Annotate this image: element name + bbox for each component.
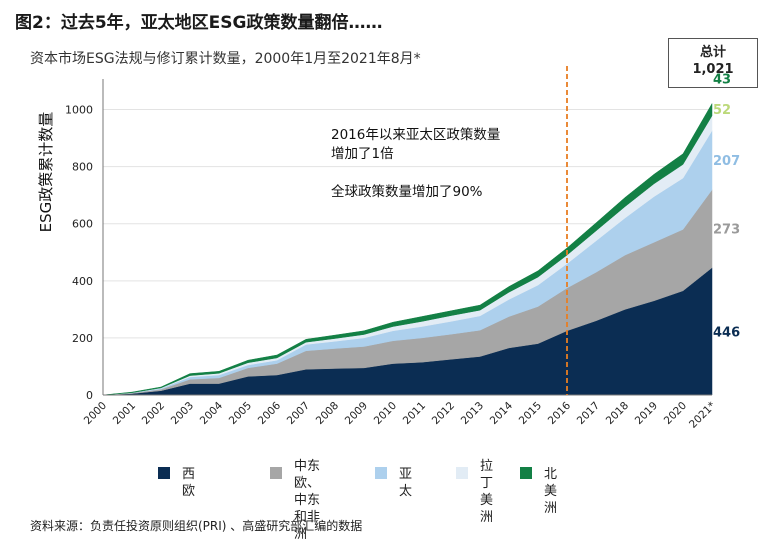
legend-label: 亚太 — [399, 467, 413, 499]
total-value: 1,021 — [692, 62, 734, 77]
end-labels: 446 273 207 52 43 — [713, 73, 740, 341]
legend-label: 中东欧、 中东和非洲 — [294, 459, 321, 542]
total-box: 总计 1,021 — [668, 38, 758, 88]
x-tick-2019: 2019 — [633, 400, 660, 427]
x-tick-2006: 2006 — [256, 399, 284, 427]
x-tick-2020: 2020 — [662, 400, 689, 427]
x-tick-2002: 2002 — [140, 400, 167, 427]
legend-swatch — [270, 467, 282, 479]
legend-label: 拉丁 美洲 — [480, 459, 494, 525]
legend-label: 北美洲 — [544, 467, 558, 516]
x-tick-2014: 2014 — [488, 399, 516, 427]
end-label-3: 52 — [713, 103, 731, 118]
y-tick-1000: 1000 — [65, 104, 93, 117]
x-tick-2015: 2015 — [517, 400, 544, 427]
x-tick-2007: 2007 — [285, 400, 312, 427]
x-tick-2001: 2001 — [111, 400, 138, 427]
y-tick-400: 400 — [72, 275, 93, 288]
x-tick-2008: 2008 — [314, 400, 341, 427]
legend-item-0: 西欧 — [158, 458, 195, 500]
legend-swatch — [158, 467, 170, 479]
legend-label: 西欧 — [182, 467, 196, 499]
y-tick-600: 600 — [72, 218, 93, 231]
legend-swatch — [375, 467, 387, 479]
x-tick-2009: 2009 — [343, 400, 370, 427]
x-tick-2018: 2018 — [604, 400, 631, 427]
source-note: 资料来源：负责任投资原则组织(PRI) 、高盛研究部汇编的数据 — [30, 519, 363, 533]
end-label-4: 43 — [713, 73, 731, 88]
x-tick-2010: 2010 — [372, 400, 399, 427]
axes — [102, 79, 712, 396]
x-tick-2005: 2005 — [227, 400, 254, 427]
x-tick-labels: 2000 2001 2002 2003 2004 2005 2006 2007 2008 2009… — [82, 399, 718, 430]
end-label-0: 446 — [713, 325, 740, 340]
y-tick-labels: 0 200 400 600 800 1000 — [65, 104, 93, 402]
y-tick-0: 0 — [86, 389, 93, 402]
x-tick-2003: 2003 — [169, 400, 196, 427]
total-label: 总计 — [699, 45, 726, 60]
end-label-2: 207 — [713, 154, 740, 169]
legend-item-2: 亚太 — [375, 458, 412, 500]
x-tick-2011: 2011 — [401, 400, 428, 427]
end-label-1: 273 — [713, 223, 740, 238]
y-axis-title: ESG政策累计数量 — [37, 112, 55, 233]
annotation-1: 全球政策数量增加了90% — [331, 183, 483, 200]
area-layers — [102, 102, 713, 396]
area-series-4 — [102, 102, 713, 396]
x-tick-2012: 2012 — [430, 400, 457, 427]
legend-item-4: 北美洲 — [520, 458, 557, 517]
chart-title: 图2：过去5年，亚太地区ESG政策数量翻倍…… — [15, 13, 383, 33]
chart-subtitle: 资本市场ESG法规与修订累计数量，2000年1月至2021年8月* — [30, 51, 421, 67]
x-tick-2000: 2000 — [82, 400, 109, 427]
y-tick-800: 800 — [72, 161, 93, 174]
legend-item-3: 拉丁 美洲 — [456, 458, 493, 526]
x-tick-2016: 2016 — [546, 399, 574, 427]
annotation-0: 2016年以来亚太区政策数量增加了1倍 — [331, 126, 500, 162]
legend-swatch — [520, 467, 532, 479]
x-tick-2013: 2013 — [459, 400, 486, 427]
x-tick-2004: 2004 — [198, 399, 226, 427]
x-tick-2021*: 2021* — [687, 400, 718, 431]
legend-swatch — [456, 467, 468, 479]
y-tick-200: 200 — [72, 332, 93, 345]
legend-item-1: 中东欧、 中东和非洲 — [270, 458, 320, 543]
x-tick-2017: 2017 — [575, 400, 602, 427]
y-axis-label: ESG政策累计数量 — [37, 112, 55, 233]
